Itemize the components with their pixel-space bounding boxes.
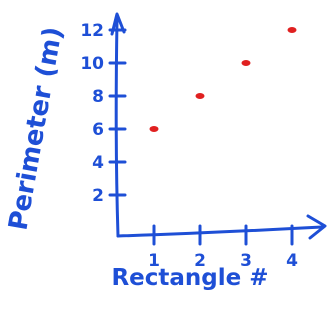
- data-point: [241, 60, 251, 66]
- y-tick-label: 10: [80, 54, 104, 74]
- x-tick-label: 2: [194, 251, 206, 271]
- x-tick-label: 1: [148, 251, 160, 271]
- axes: [110, 12, 327, 240]
- y-axis-label: Perimeter (m): [3, 25, 68, 233]
- x-axis-line: [116, 225, 324, 238]
- y-tick-label: 4: [92, 153, 104, 173]
- y-axis-line: [114, 18, 120, 238]
- y-tick-label: 6: [92, 120, 104, 140]
- data-points: [149, 27, 297, 132]
- x-tick-label: 3: [240, 251, 252, 271]
- x-axis-label: Rectangle #: [111, 265, 268, 291]
- y-ticks: 2 4 6 8 10 12: [80, 21, 127, 206]
- data-point: [195, 93, 205, 99]
- y-tick-label: 2: [92, 186, 104, 206]
- y-axis-arrow: [110, 12, 126, 36]
- x-axis-arrow: [306, 214, 327, 240]
- y-tick-label: 8: [92, 87, 104, 107]
- x-ticks: 1 2 3 4: [148, 224, 298, 271]
- y-tick-label: 12: [80, 21, 104, 41]
- data-point: [149, 126, 159, 132]
- data-point: [287, 27, 297, 33]
- x-tick-label: 4: [286, 251, 298, 271]
